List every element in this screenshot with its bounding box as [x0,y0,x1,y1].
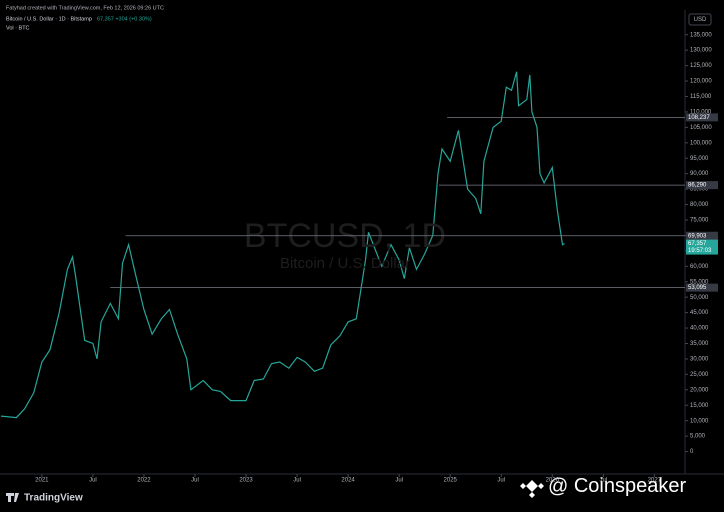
y-tick-label: 75,000 [690,218,709,224]
title: Bitcoin / U.S. Dollar · 1D · Bitstamp [6,16,92,22]
y-tick-label: 10,000 [690,418,709,424]
y-tick-label: 45,000 [690,310,709,316]
x-tick-label: Jul [497,478,505,484]
y-tick-label: 35,000 [690,341,709,347]
level-label: 53,095 [688,285,707,291]
y-tick-label: 110,000 [690,109,712,115]
credit-text: Coinspeaker [574,475,687,497]
y-tick-label: 25,000 [690,372,709,378]
level-label-box [686,231,718,240]
x-tick-label: 2023 [239,478,253,484]
y-tick-label: 105,000 [690,125,712,131]
watermark-subtitle: Bitcoin / U.S. Dollar [280,255,410,272]
x-tick-label: 2021 [35,478,49,484]
x-tick-label: 2027 [648,478,662,484]
y-tick-label: 100,000 [690,140,712,146]
x-tick-label: 2024 [341,478,355,484]
x-tick-label: Jul [191,478,199,484]
level-label-box [686,181,718,190]
level-label: 69,903 [688,233,707,239]
brand: TradingView [24,493,83,504]
x-tick-label: Jul [89,478,97,484]
x-tick-label: 2022 [137,478,151,484]
x-tick-label: Jul [293,478,301,484]
level-label: 108,237 [688,115,710,121]
last-price-box [686,239,718,255]
last-price-label: 67,357 [688,241,707,247]
y-tick-label: 130,000 [690,48,712,54]
y-tick-label: 90,000 [690,171,709,177]
y-tick-label: 95,000 [690,156,709,162]
y-tick-label: 115,000 [690,94,712,100]
y-tick-label: 30,000 [690,357,709,363]
credit: @ Coinspeaker [548,475,686,497]
x-tick-label: 2026 [546,478,560,484]
brand-logo [6,493,19,502]
y-tick-label: 135,000 [690,32,712,38]
y-tick-label: 5,000 [690,434,706,440]
y-tick-label: 125,000 [690,63,712,69]
level-label-box [686,283,718,292]
level-label-box [686,113,718,122]
level-label: 86,290 [688,183,707,189]
y-tick-label: 20,000 [690,387,709,393]
quote: 67,357 +304 (+0.30%) [97,16,152,22]
y-tick-label: 0 [690,449,694,455]
y-tick-label: 80,000 [690,202,709,208]
header: Fatyhad created with TradingView.com, Fe… [6,5,164,11]
countdown: 19:57:03 [688,248,712,254]
currency[interactable]: USD [694,17,707,23]
y-tick-label: 15,000 [690,403,709,409]
credit-logo [520,480,544,498]
y-tick-label: 60,000 [690,264,709,270]
y-tick-label: 85,000 [690,187,709,193]
y-tick-label: 50,000 [690,295,709,301]
y-tick-label: 40,000 [690,326,709,332]
x-tick-label: 2025 [444,478,458,484]
currency-box[interactable] [688,13,712,26]
x-tick-label: Jul [599,478,607,484]
price-line [0,71,565,419]
y-tick-label: 55,000 [690,279,709,285]
volume-label: Vol · BTC [6,25,30,31]
x-tick-label: Jul [395,478,403,484]
y-tick-label: 120,000 [690,79,712,85]
